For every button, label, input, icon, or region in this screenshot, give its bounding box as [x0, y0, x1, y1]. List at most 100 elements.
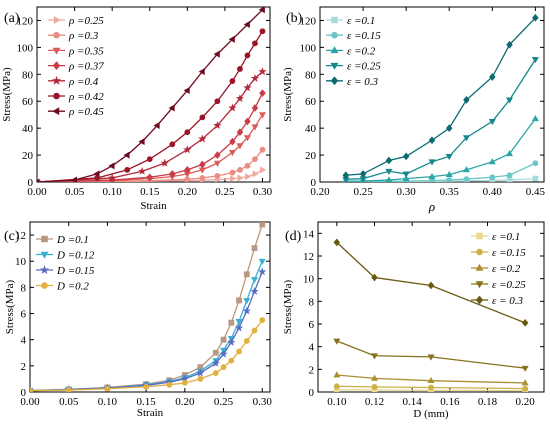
y-tick-label: 14	[303, 228, 315, 240]
data-point	[212, 370, 219, 376]
data-point	[214, 98, 221, 105]
data-point	[370, 374, 379, 381]
x-tick-label: 0.20	[178, 186, 198, 198]
data-point	[258, 7, 265, 14]
series-line	[37, 9, 263, 182]
data-point	[402, 152, 410, 161]
x-tick-label: 0.10	[98, 396, 118, 408]
legend-label: ρ =0.25	[68, 15, 104, 27]
plot-area	[333, 238, 529, 392]
data-point	[251, 104, 259, 112]
legend-label: ε =0.1	[492, 231, 520, 243]
x-tick-label: 0.10	[103, 186, 123, 198]
series-2	[30, 267, 267, 392]
data-point	[333, 371, 341, 378]
data-point	[521, 319, 529, 327]
legend-label: ε =0.25	[347, 61, 381, 73]
series-4	[342, 13, 539, 180]
data-point	[531, 57, 539, 64]
x-tick-label: 0.30	[253, 186, 273, 198]
legend-label: ε =0.2	[492, 263, 521, 275]
series-line	[345, 17, 536, 176]
legend-label: D =0.2	[56, 281, 89, 293]
data-point	[258, 67, 267, 76]
data-point	[244, 162, 251, 169]
y-tick-label: 0	[28, 177, 34, 189]
data-point	[342, 171, 350, 180]
y-tick-label: 80	[22, 69, 34, 81]
legend-item: ε =0.1	[326, 15, 375, 27]
x-axis-label: Strain	[140, 200, 167, 212]
x-tick-label: 0.35	[440, 186, 460, 198]
legend-item: D =0.2	[36, 281, 89, 293]
plot-frame	[29, 221, 271, 393]
legend-label: ρ =0.4	[68, 76, 99, 88]
data-point	[258, 258, 266, 265]
legend-swatch-marker	[475, 281, 484, 289]
legend-label: ρ =0.42	[68, 91, 104, 103]
series-line	[30, 224, 263, 392]
series-2	[333, 371, 529, 386]
data-point	[243, 83, 252, 92]
data-point	[371, 273, 378, 282]
legend-item: ρ =0.3	[48, 30, 99, 42]
data-point	[220, 336, 227, 343]
legend-swatch-marker	[476, 248, 483, 256]
data-point	[462, 166, 470, 173]
x-tick-label: 0.25	[353, 186, 373, 198]
panel-tag: (c)	[4, 229, 20, 244]
chart-panel-0: (a) 0.00 0.05 0.10 0.15 0.20 0.25 0.30 0 20 40 60 80…	[1, 6, 273, 212]
data-point	[259, 89, 266, 97]
x-tick-label: 0.15	[137, 396, 157, 408]
data-point	[211, 358, 220, 367]
x-tick-label: 0.45	[526, 186, 546, 198]
legend-item: ρ =0.37	[48, 61, 104, 73]
y-axis-label: Stress(MPa)	[282, 279, 294, 334]
plot-frame	[36, 6, 271, 183]
series-line	[336, 374, 526, 384]
legend-swatch-marker	[53, 31, 60, 39]
legend-item: ε =0.15	[471, 247, 526, 259]
data-point	[236, 128, 244, 137]
x-tick-label: 0.05	[59, 396, 79, 408]
legend-item: ρ =0.35	[48, 45, 104, 57]
y-axis-label: Stress(MPa)	[1, 67, 13, 122]
data-point	[235, 319, 243, 326]
y-tick-label: 2	[309, 364, 315, 376]
y-tick-label: 120	[17, 15, 34, 27]
series-line	[336, 389, 526, 392]
data-point	[243, 298, 251, 305]
y-tick-label: 8	[309, 296, 315, 308]
data-point	[236, 143, 244, 150]
series-line	[37, 114, 264, 182]
data-point	[506, 97, 514, 104]
x-tick-label: 0.10	[327, 396, 347, 408]
data-point	[213, 121, 222, 130]
series-3	[37, 89, 266, 182]
x-tick-label: 0.05	[65, 186, 85, 198]
data-point	[244, 117, 251, 126]
legend-swatch-marker	[331, 16, 338, 24]
legend-item: ρ =0.42	[48, 91, 104, 103]
legend-label: D =0.12	[56, 250, 95, 262]
data-point	[531, 115, 539, 122]
data-point	[234, 323, 244, 332]
data-point	[237, 166, 243, 173]
x-axis-label: ρ	[428, 199, 435, 214]
series-0	[30, 222, 266, 392]
y-tick-label: 12	[15, 230, 26, 242]
legend-label: ε =0.25	[492, 279, 526, 291]
data-point	[244, 52, 251, 59]
data-point	[65, 387, 72, 392]
data-point	[252, 40, 258, 47]
data-point	[243, 338, 250, 344]
data-point	[532, 160, 539, 167]
legend-swatch-marker	[39, 265, 50, 275]
data-point	[259, 28, 266, 35]
data-point	[214, 151, 221, 159]
data-point	[237, 174, 244, 182]
y-tick-label: 6	[309, 319, 315, 331]
legend-swatch-marker	[475, 263, 484, 271]
data-point	[184, 129, 191, 136]
legend-item: ρ =0.45	[48, 106, 104, 118]
